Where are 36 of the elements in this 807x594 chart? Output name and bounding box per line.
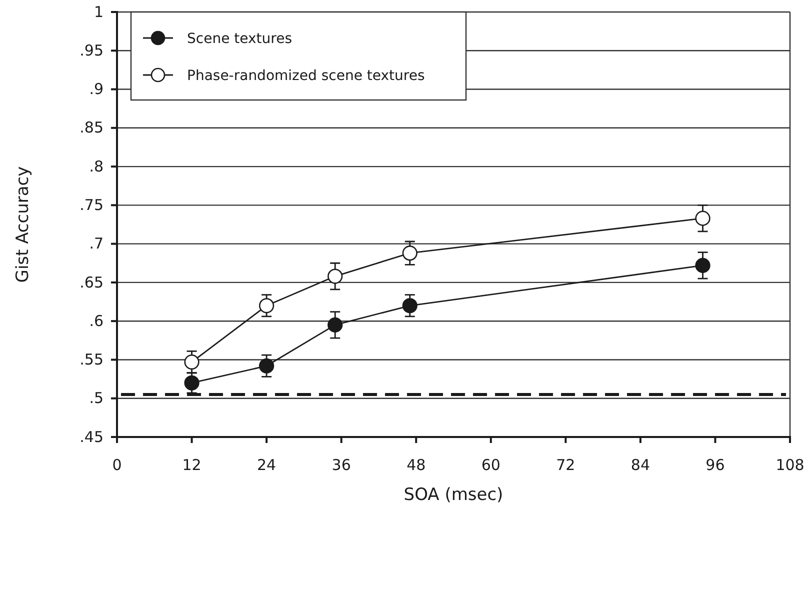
- point: [402, 246, 418, 261]
- x-tick-label: 24: [257, 456, 276, 474]
- legend-label: Phase-randomized scene textures: [187, 68, 425, 84]
- y-tick-label: .7: [89, 234, 104, 253]
- y-tick-label: .75: [80, 196, 104, 214]
- x-tick-label: 108: [776, 456, 804, 474]
- y-tick-label: .65: [80, 273, 104, 292]
- y-tick-label: .5: [89, 389, 104, 408]
- point: [328, 317, 343, 332]
- x-tick-label: 12: [182, 456, 202, 474]
- point: [695, 258, 710, 273]
- y-tick-label: .9: [89, 80, 104, 98]
- y-tick-label: .6: [89, 312, 104, 330]
- point: [402, 298, 418, 314]
- point: [328, 268, 343, 284]
- point: [258, 358, 274, 374]
- point: [184, 375, 200, 390]
- x-tick-label: 84: [630, 456, 650, 474]
- x-tick-label: 36: [332, 456, 351, 474]
- point: [184, 354, 200, 370]
- y-axis-title: Gist Accuracy: [13, 166, 33, 283]
- x-axis-title: SOA (msec): [404, 485, 504, 505]
- x-tick-label: 60: [481, 456, 500, 474]
- y-tick-label: .85: [80, 118, 104, 137]
- x-tick-label: 72: [556, 456, 576, 474]
- x-tick-label: 96: [706, 456, 725, 474]
- y-tick-label: .45: [80, 428, 104, 446]
- y-tick-label: 1: [94, 2, 104, 21]
- x-tick-label: 48: [406, 456, 426, 474]
- point: [695, 210, 710, 226]
- legend-label: Scene textures: [187, 31, 292, 47]
- y-tick-label: .55: [80, 350, 104, 369]
- x-tick-label: 0: [112, 456, 122, 474]
- y-tick-label: .95: [80, 41, 104, 60]
- y-tick-label: .8: [89, 157, 104, 176]
- point: [258, 298, 274, 314]
